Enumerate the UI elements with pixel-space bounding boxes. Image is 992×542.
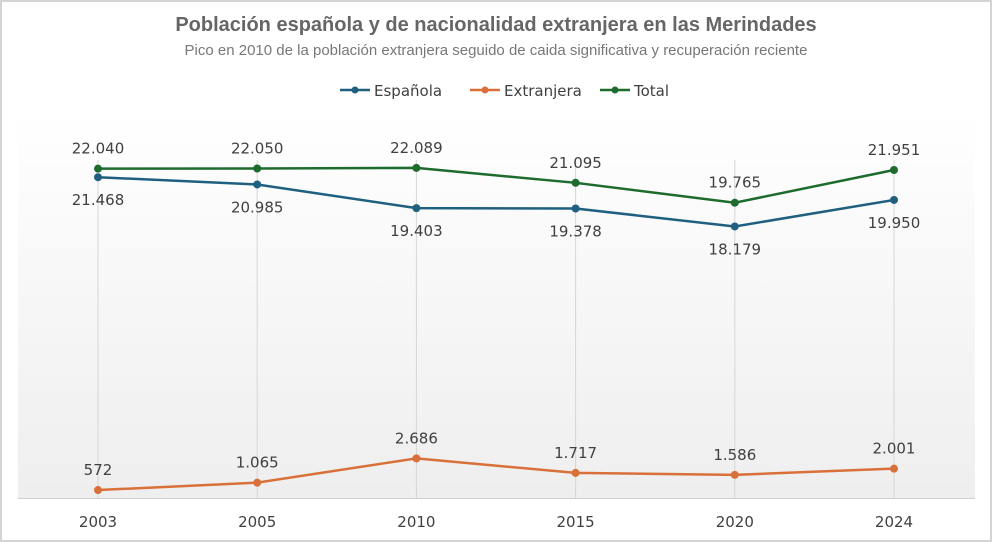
data-point <box>253 478 262 487</box>
data-label: 22.050 <box>231 140 284 158</box>
series-española <box>94 173 898 231</box>
data-label: 19.765 <box>709 174 762 192</box>
data-label: 1.717 <box>554 444 597 462</box>
x-tick-label: 2024 <box>875 513 913 531</box>
data-label: 2.001 <box>873 440 916 458</box>
series-total <box>94 163 898 207</box>
data-point <box>94 486 102 495</box>
data-label: 20.985 <box>231 198 284 216</box>
legend-marker <box>351 86 359 94</box>
data-point <box>730 470 739 479</box>
data-label: 21.095 <box>549 154 602 172</box>
series-line <box>97 457 895 492</box>
data-point <box>412 163 421 172</box>
data-label: 18.179 <box>709 240 762 258</box>
series-line <box>97 166 895 204</box>
data-label: 21.951 <box>868 141 921 159</box>
legend: Española Extranjera Total <box>340 82 669 100</box>
data-point <box>94 164 102 173</box>
data-point <box>253 164 262 173</box>
x-tick-label: 2005 <box>238 513 276 531</box>
data-point <box>890 165 898 174</box>
data-point <box>571 178 580 187</box>
data-point <box>571 204 580 213</box>
data-label: 21.468 <box>72 191 125 209</box>
data-label: 22.040 <box>72 140 125 158</box>
data-point <box>412 454 421 463</box>
x-tick-label: 2010 <box>397 513 435 531</box>
data-point <box>94 173 102 182</box>
series-line <box>97 175 895 228</box>
x-tick-label: 2020 <box>716 513 754 531</box>
data-label: 1.065 <box>236 454 279 472</box>
series-extranjera <box>94 454 898 495</box>
data-point <box>571 468 580 477</box>
x-tick-label: 2003 <box>79 513 117 531</box>
data-label: 1.586 <box>713 446 756 464</box>
legend-label: Extranjera <box>504 82 582 100</box>
data-point <box>890 464 898 473</box>
data-point <box>253 180 262 189</box>
legend-label: Total <box>633 82 669 100</box>
data-label: 19.950 <box>868 214 921 232</box>
legend-label: Española <box>374 82 442 100</box>
data-label: 19.378 <box>549 223 602 241</box>
data-label: 2.686 <box>395 429 438 447</box>
data-point <box>412 204 421 213</box>
data-label: 19.403 <box>390 222 443 240</box>
data-point <box>890 195 898 204</box>
x-tick-label: 2015 <box>557 513 595 531</box>
chart-subtitle: Pico en 2010 de la población extranjera … <box>184 42 808 59</box>
data-point <box>730 198 739 207</box>
chart-title: Población española y de nacionalidad ext… <box>175 14 817 36</box>
legend-marker <box>481 86 489 94</box>
data-label: 572 <box>84 461 113 479</box>
legend-marker <box>611 86 619 94</box>
data-label: 22.089 <box>390 139 443 157</box>
data-point <box>730 222 739 231</box>
